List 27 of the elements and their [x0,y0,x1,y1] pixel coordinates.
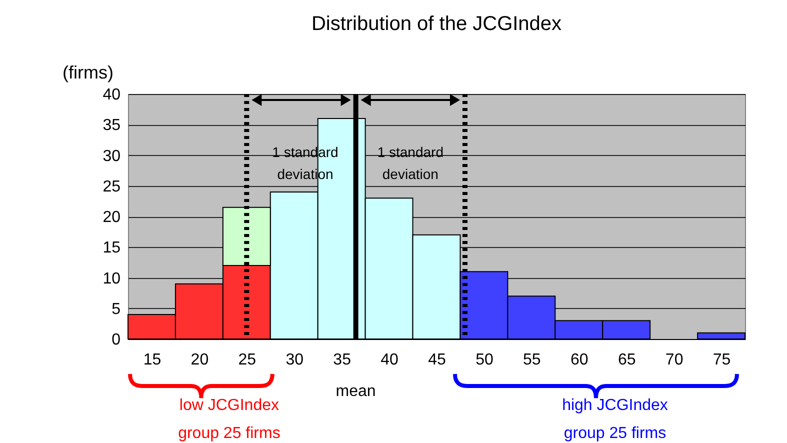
y-tick-label: 5 [112,300,121,318]
x-tick-label: 65 [618,352,636,368]
x-tick-label: 50 [476,352,494,368]
y-tick-label: 25 [102,178,121,196]
text: low JCGIndex group 25 firms [178,397,280,442]
y-axis-title: (firms) [62,62,114,82]
x-tick-label: 40 [380,352,399,368]
y-tick-label: 40 [102,86,121,104]
text: high JCGIndex group 25 firms [562,397,668,442]
x-tick-label: 25 [238,352,256,368]
x-tick-label: 60 [570,352,588,368]
y-tick-label: 20 [102,209,121,226]
y-tick-label: 10 [102,270,121,288]
x-tick-label: 15 [143,352,162,368]
y-tick-label: 15 [102,240,121,257]
x-tick-label: 20 [190,352,209,368]
x-tick-label: 30 [286,352,304,368]
chart-title: Distribution of the JCGIndex [311,13,562,35]
text: mean [336,383,376,400]
y-tick-label: 35 [102,117,121,134]
x-tick-label: 75 [712,352,731,368]
x-tick-label: 70 [665,352,684,368]
y-tick-label: 0 [112,332,121,348]
x-tick-label: 35 [333,352,352,368]
x-tick-label: 45 [428,352,446,368]
x-tick-label: 55 [523,352,541,368]
y-tick-label: 30 [102,148,121,165]
